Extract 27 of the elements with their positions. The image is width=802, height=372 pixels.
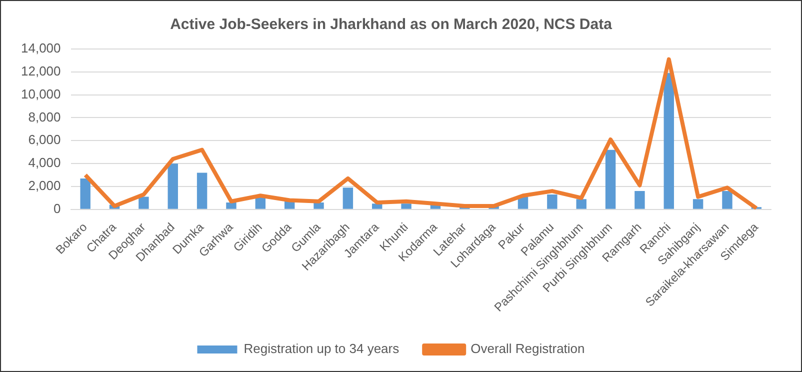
bar [634, 191, 645, 209]
bar [226, 202, 236, 209]
bar [692, 199, 704, 209]
chart-title: Active Job-Seekers in Jharkhand as on March 2020, NCS Data [170, 16, 613, 34]
y-tick-label: 4,000 [28, 155, 61, 170]
bar [284, 201, 295, 209]
bar [576, 199, 586, 209]
bar [138, 196, 149, 209]
bar [196, 172, 208, 209]
y-tick-label: 10,000 [20, 86, 61, 102]
y-tick-label: 6,000 [28, 132, 61, 148]
legend-label: Registration up to 34 years [244, 341, 400, 356]
legend-label: Overall Registration [470, 341, 585, 356]
y-tick-label: 12,000 [20, 63, 61, 78]
bar [722, 191, 732, 209]
bar [314, 202, 324, 209]
bar [401, 204, 412, 209]
bar [342, 188, 354, 209]
bar [664, 73, 674, 209]
bar [605, 150, 616, 209]
bar [80, 178, 90, 209]
bar [547, 194, 558, 209]
y-tick-label: 14,000 [20, 40, 61, 56]
bar [168, 164, 178, 209]
y-tick-label: 0 [54, 200, 61, 216]
y-tick-label: 2,000 [28, 178, 61, 194]
y-tick-label: 8,000 [28, 109, 61, 124]
